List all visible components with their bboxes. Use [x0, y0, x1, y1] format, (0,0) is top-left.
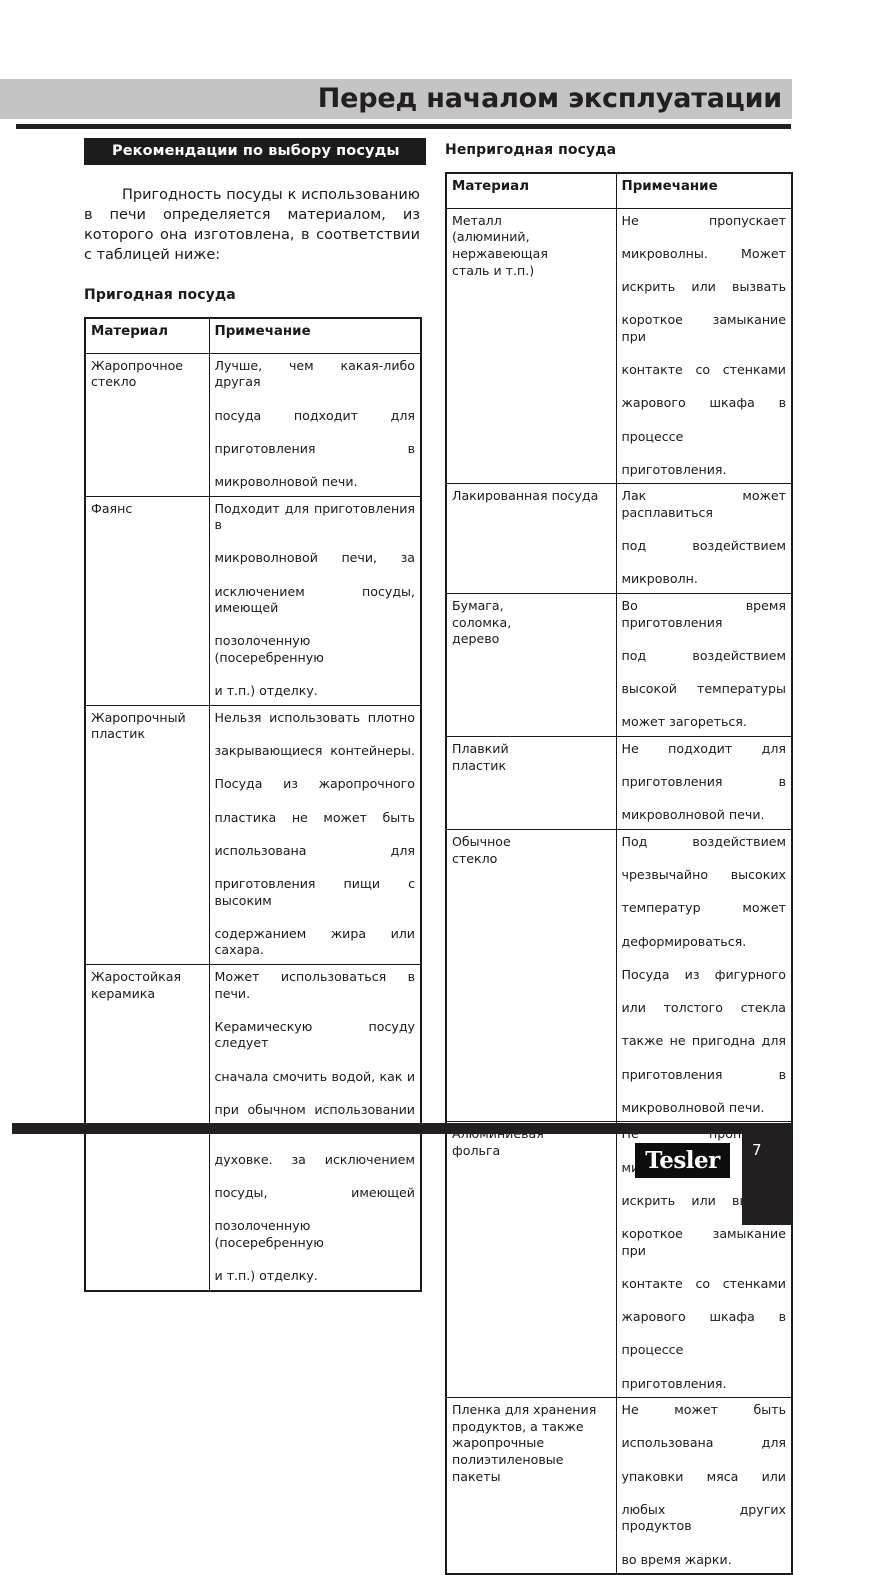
cell-note: Лак может расплавиться под воздействием ми…: [615, 483, 793, 595]
right-column: Непригодная посуда Материал Примечание М…: [445, 138, 793, 1575]
suitable-dishes-heading: Пригодная посуда: [84, 287, 236, 303]
table-header-row: Материал Примечание: [445, 172, 793, 209]
cell-material: Пленка для хранения продуктов, а также жар…: [445, 1397, 617, 1575]
table-row: Пленка для хранения продуктов, а также жар…: [445, 1397, 793, 1575]
cell-material: Лакированная посуда: [445, 483, 617, 595]
cell-material: Алюминиеваяфольга: [445, 1121, 617, 1399]
section-title-banner: Рекомендации по выбору посуды: [84, 138, 426, 165]
column-header-note: Примечание: [208, 317, 422, 354]
suitable-dishes-table: Материал Примечание Жаропрочное стекло Лу…: [84, 317, 422, 1292]
column-header-material: Материал: [445, 172, 617, 209]
cell-note: Не может быть использована для упаковки мя…: [615, 1397, 793, 1575]
table-row: Жаропрочный пластик Нельзя использовать п…: [84, 704, 422, 966]
table-row: Плавкий пластик Не подходит для приготовлен…: [445, 735, 793, 831]
brand-logo: Tesler: [635, 1143, 730, 1178]
table-row: Обычное стекло Под воздействием чрезвычайно…: [445, 829, 793, 1123]
table-row: Бумага, соломка, дерево Во время приготовле…: [445, 593, 793, 737]
cell-material: Жаропрочное стекло: [84, 352, 210, 497]
cell-material: Фаянс: [84, 495, 210, 706]
page-header-band: Перед началом эксплуатации: [0, 79, 792, 119]
page-title: Перед началом эксплуатации: [317, 82, 782, 114]
cell-note: Лучше, чем какая-либо другая посуда подхо…: [208, 352, 422, 497]
table-header-row: Материал Примечание: [84, 317, 422, 354]
table-row: Жаропрочное стекло Лучше, чем какая-либо …: [84, 352, 422, 497]
cell-note: Подходит для приготовления в микроволново…: [208, 495, 422, 706]
cell-note: Нельзя использовать плотно закрывающиеся …: [208, 704, 422, 966]
table-row: АлюминиеваяфольгаНе пропускаетмикроволны…: [445, 1121, 793, 1399]
cell-material: Бумага, соломка, дерево: [445, 593, 617, 737]
cell-material: Обычное стекло: [445, 829, 617, 1123]
table-row: Металл (алюминий, нержавеющая сталь и т.п.)…: [445, 207, 793, 485]
intro-paragraph: Пригодность посуды к использованию в печ…: [84, 187, 420, 263]
header-divider-rule: [16, 124, 791, 129]
cell-note: Не подходит для приготовления в микроволно…: [615, 735, 793, 831]
cell-material: Металл (алюминий, нержавеющая сталь и т.п.): [445, 207, 617, 485]
footer-rule: [12, 1123, 792, 1134]
unsuitable-dishes-heading: Непригодная посуда: [445, 142, 617, 158]
table-row: Фаянс Подходит для приготовления в микрово…: [84, 495, 422, 706]
cell-note: Под воздействием чрезвычайно высоких темпе…: [615, 829, 793, 1123]
column-header-material: Материал: [84, 317, 210, 354]
footer-page-tab: [742, 1123, 792, 1225]
cell-material: Плавкий пластик: [445, 735, 617, 831]
brand-logo-text: Tesler: [645, 1147, 720, 1174]
table-row: Лакированная посуда Лак может расплавитьс…: [445, 483, 793, 595]
cell-note: Во время приготовления под воздействием вы…: [615, 593, 793, 737]
column-header-note: Примечание: [615, 172, 793, 209]
left-column: Рекомендации по выбору посуды Пригодност…: [84, 138, 426, 1292]
cell-material: Жаропрочный пластик: [84, 704, 210, 966]
page-number: 7: [752, 1141, 762, 1159]
unsuitable-dishes-table: Материал Примечание Металл (алюминий, нерж…: [445, 172, 793, 1575]
